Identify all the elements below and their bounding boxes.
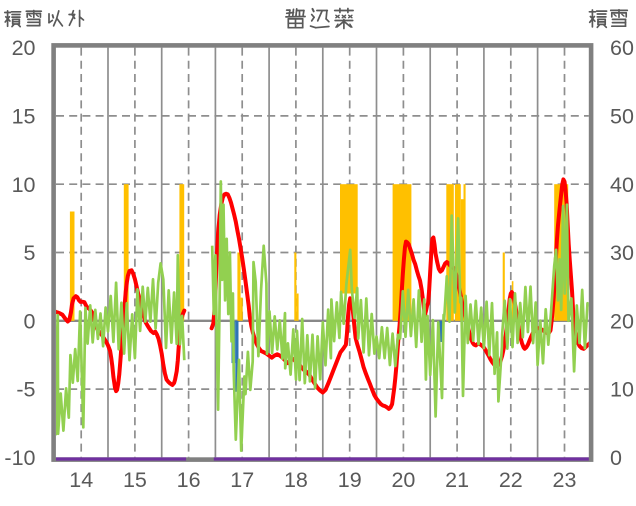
svg-text:10: 10 (12, 173, 36, 197)
svg-text:60: 60 (610, 36, 634, 60)
svg-text:22: 22 (499, 468, 523, 492)
svg-text:15: 15 (12, 105, 36, 129)
svg-text:23: 23 (553, 468, 577, 492)
svg-text:17: 17 (230, 468, 254, 492)
svg-text:19: 19 (338, 468, 362, 492)
svg-text:16: 16 (177, 468, 201, 492)
svg-text:5: 5 (24, 241, 36, 265)
svg-text:15: 15 (123, 468, 147, 492)
svg-text:30: 30 (610, 241, 634, 265)
svg-text:18: 18 (284, 468, 308, 492)
svg-text:20: 20 (12, 36, 36, 60)
svg-text:0: 0 (610, 446, 622, 470)
svg-text:40: 40 (610, 173, 634, 197)
svg-text:50: 50 (610, 105, 634, 129)
svg-text:10: 10 (610, 378, 634, 402)
svg-text:0: 0 (24, 309, 36, 333)
svg-text:20: 20 (391, 468, 415, 492)
svg-text:-10: -10 (4, 446, 35, 470)
svg-text:20: 20 (610, 309, 634, 333)
svg-text:14: 14 (69, 468, 93, 492)
svg-text:21: 21 (445, 468, 469, 492)
svg-text:-5: -5 (16, 378, 35, 402)
